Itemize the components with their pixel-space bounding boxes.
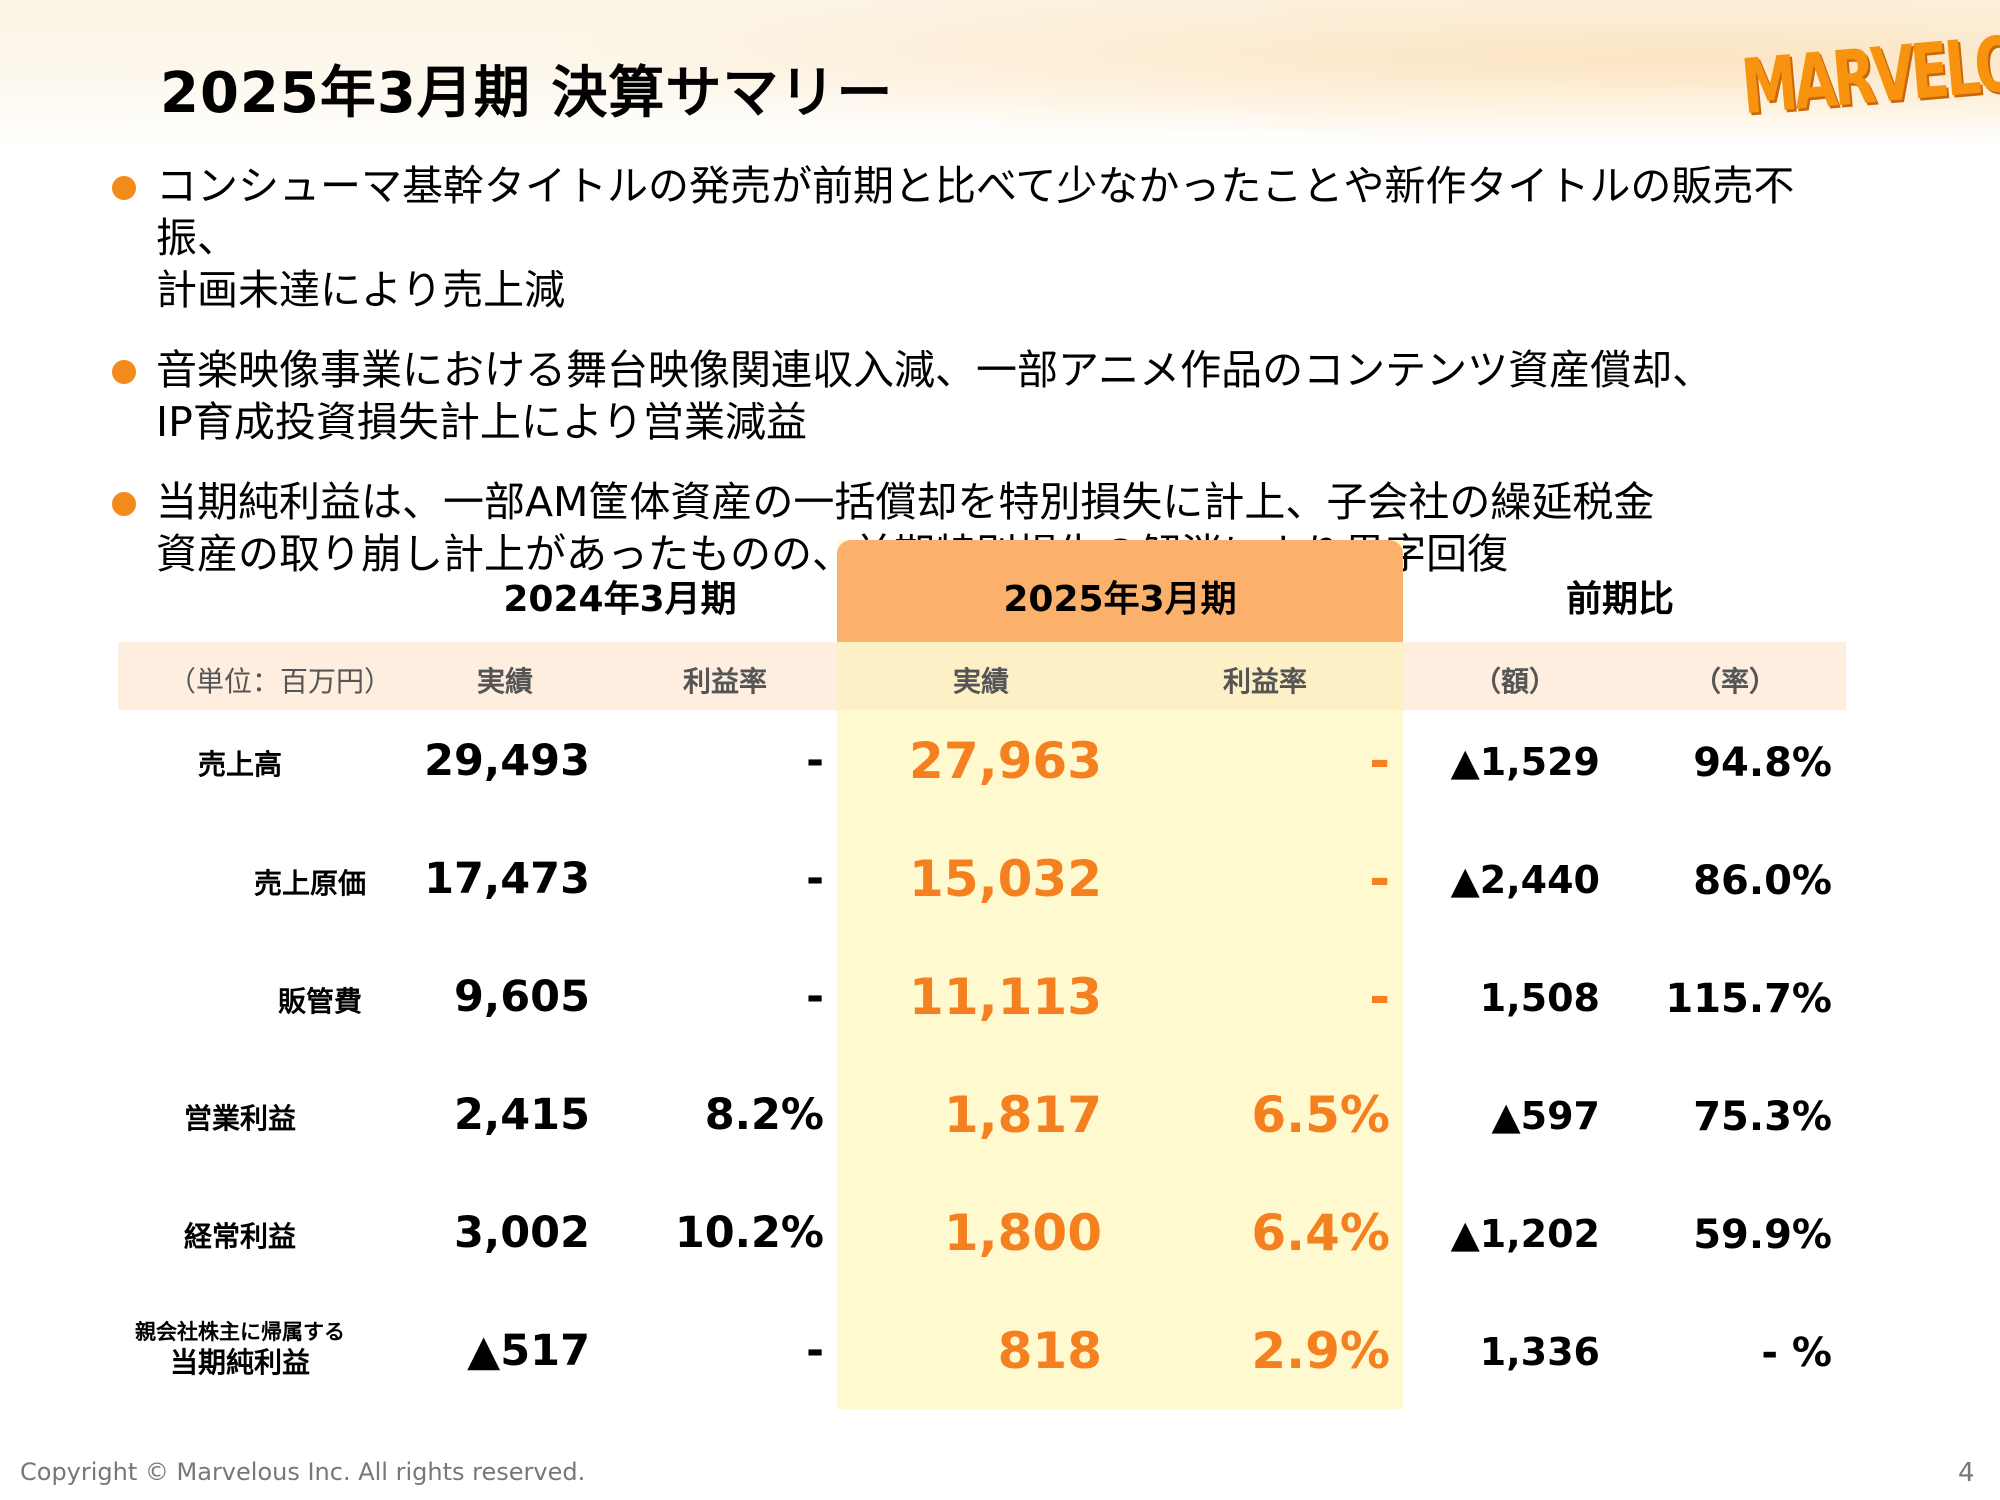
period-prev: 2024年3月期: [503, 579, 737, 620]
subhead-diff-rate: （率）: [1692, 665, 1777, 698]
cell-prev-actual: 29,493: [424, 736, 590, 786]
cell-diff-rate: 94.8%: [1693, 740, 1832, 786]
copyright-text: Copyright © Marvelous Inc. All rights re…: [20, 1458, 586, 1486]
row-label: 販管費: [277, 985, 362, 1018]
unit-label: （単位：百万円）: [167, 665, 392, 698]
subhead-curr-margin: 利益率: [1222, 665, 1307, 698]
row-label-bottom: 当期純利益: [169, 1346, 310, 1379]
cell-curr-actual: 1,817: [943, 1086, 1102, 1144]
bullet-dot-icon: [112, 492, 136, 516]
row-label-top: 親会社株主に帰属する: [135, 1320, 345, 1344]
bullet-text: 音楽映像事業における舞台映像関連収入減、一部アニメ作品のコンテンツ資産償却、 I…: [156, 346, 1714, 446]
period-curr: 2025年3月期: [1003, 579, 1237, 620]
cell-prev-margin: -: [806, 736, 824, 786]
financial-summary-table: 2024年3月期 2025年3月期 前期比 （単位：百万円） 実績 利益率 実績…: [0, 540, 2000, 1420]
row-label: 営業利益: [183, 1102, 296, 1135]
bullet-dot-icon: [112, 360, 136, 384]
period-comparison: 前期比: [1565, 579, 1674, 620]
cell-prev-margin: 10.2%: [674, 1208, 824, 1258]
cell-prev-margin: -: [806, 1326, 824, 1376]
current-period-header-bg: [837, 540, 1403, 642]
cell-prev-actual: 2,415: [453, 1090, 590, 1140]
summary-bullets: コンシューマ基幹タイトルの発売が前期と比べて少なかったことや新作タイトルの販売不…: [108, 160, 1868, 608]
cell-prev-actual: 9,605: [453, 972, 590, 1022]
bullet-dot-icon: [112, 176, 136, 200]
cell-diff-amount: 1,336: [1479, 1330, 1600, 1374]
logo-text: MARVELOUS!: [1738, 11, 2000, 133]
cell-curr-actual: 818: [997, 1322, 1102, 1380]
cell-curr-actual: 27,963: [909, 732, 1102, 790]
bullet-text: 当期純利益は、一部AM筐体資産の一括償却を特別損失に計上、子会社の繰延税金 資産…: [156, 478, 1655, 578]
cell-curr-margin: -: [1369, 850, 1390, 908]
cell-curr-margin: 6.4%: [1251, 1204, 1390, 1262]
cell-diff-amount: 1,508: [1479, 976, 1600, 1020]
bullet-item: 音楽映像事業における舞台映像関連収入減、一部アニメ作品のコンテンツ資産償却、 I…: [108, 344, 1868, 448]
cell-diff-rate: 75.3%: [1693, 1094, 1832, 1140]
cell-curr-margin: -: [1369, 968, 1390, 1026]
cell-curr-margin: 6.5%: [1251, 1086, 1390, 1144]
cell-diff-rate: 115.7%: [1665, 976, 1832, 1022]
header-glow: [420, 0, 2000, 148]
row-label: 経常利益: [183, 1220, 296, 1253]
cell-diff-amount: ▲1,529: [1450, 740, 1600, 784]
cell-curr-actual: 1,800: [943, 1204, 1102, 1262]
bullet-item: 当期純利益は、一部AM筐体資産の一括償却を特別損失に計上、子会社の繰延税金 資産…: [108, 476, 1868, 580]
cell-prev-margin: 8.2%: [704, 1090, 824, 1140]
row-label: 売上原価: [253, 867, 366, 900]
cell-prev-actual: 3,002: [453, 1208, 590, 1258]
cell-curr-actual: 11,113: [909, 968, 1102, 1026]
subhead-curr-actual: 実績: [952, 665, 1009, 698]
bullet-text: コンシューマ基幹タイトルの発売が前期と比べて少なかったことや新作タイトルの販売不…: [156, 162, 1795, 314]
cell-prev-margin: -: [806, 972, 824, 1022]
cell-diff-rate: 86.0%: [1693, 858, 1832, 904]
row-label-net-income: 親会社株主に帰属する 当期純利益: [120, 1318, 360, 1380]
subheader-band-highlight: [837, 642, 1403, 710]
cell-diff-amount: ▲1,202: [1450, 1212, 1600, 1256]
cell-diff-amount: ▲597: [1491, 1094, 1600, 1138]
cell-prev-margin: -: [806, 854, 824, 904]
cell-diff-rate: - %: [1761, 1330, 1832, 1376]
cell-curr-actual: 15,032: [909, 850, 1102, 908]
cell-prev-actual: 17,473: [424, 854, 590, 904]
cell-prev-actual: ▲517: [467, 1326, 590, 1376]
subhead-diff-amount: （額）: [1472, 665, 1557, 698]
cell-curr-margin: -: [1369, 732, 1390, 790]
cell-diff-rate: 59.9%: [1693, 1212, 1832, 1258]
page-number: 4: [1958, 1458, 1975, 1488]
subhead-prev-margin: 利益率: [682, 665, 767, 698]
row-label: 売上高: [197, 748, 282, 781]
bullet-item: コンシューマ基幹タイトルの発売が前期と比べて少なかったことや新作タイトルの販売不…: [108, 160, 1868, 316]
subhead-prev-actual: 実績: [476, 665, 533, 698]
marvelous-logo: MARVELOUS!: [1738, 12, 2000, 132]
cell-curr-margin: 2.9%: [1251, 1322, 1390, 1380]
page-title: 2025年3月期 決算サマリー: [160, 61, 894, 126]
cell-diff-amount: ▲2,440: [1450, 858, 1600, 902]
